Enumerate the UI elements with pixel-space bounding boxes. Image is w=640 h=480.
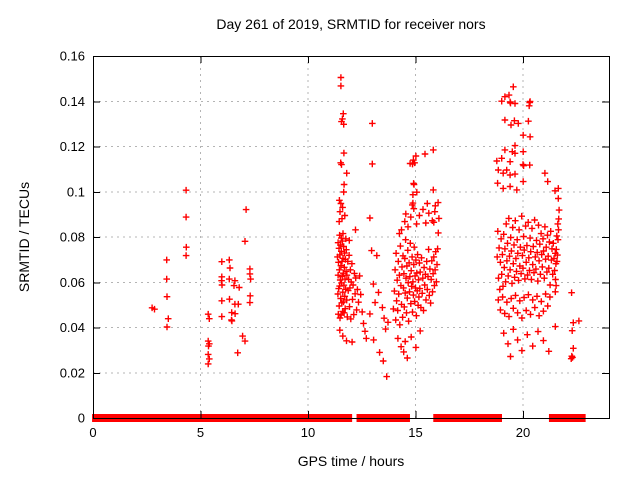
y-tick-label: 0.08: [60, 230, 85, 245]
y-tick-label: 0.04: [60, 320, 85, 335]
y-tick-label: 0.06: [60, 275, 85, 290]
y-tick-label: 0.1: [67, 184, 85, 199]
axis-ticks: [93, 56, 609, 419]
grid-lines: [93, 56, 609, 418]
x-axis-label: GPS time / hours: [297, 453, 405, 469]
x-tick-label: 15: [408, 425, 422, 440]
x-tick-label: 20: [516, 425, 530, 440]
x-tick-label: 0: [89, 425, 96, 440]
scatter-markers: [148, 74, 583, 380]
y-tick-label: 0.16: [60, 49, 85, 64]
y-tick-label: 0.12: [60, 139, 85, 154]
data-points: [148, 74, 583, 380]
y-tick-label: 0.02: [60, 365, 85, 380]
x-tick-label: 10: [301, 425, 315, 440]
x-tick-label: 5: [197, 425, 204, 440]
y-tick-labels: 0 0.02 0.04 0.06 0.08 0.1 0.12 0.14 0.16: [60, 49, 85, 426]
y-tick-label: 0.14: [60, 94, 85, 109]
chart-title: Day 261 of 2019, SRMTID for receiver nor…: [216, 16, 486, 32]
x-tick-labels: 0 5 10 15 20: [89, 425, 530, 440]
y-tick-label: 0: [78, 411, 85, 426]
